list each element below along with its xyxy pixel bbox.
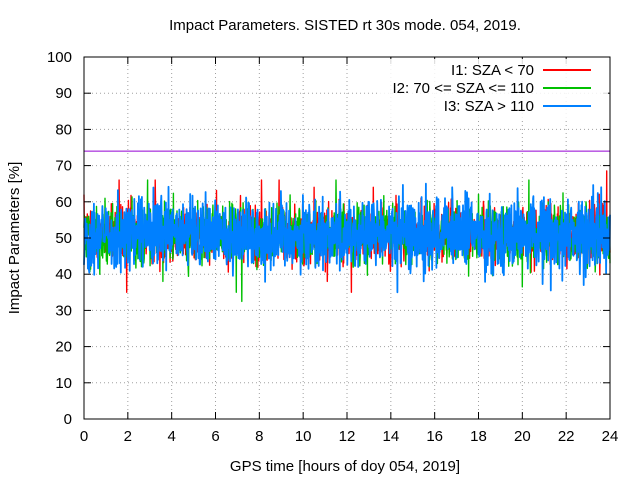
x-tick-label: 10 <box>295 428 312 445</box>
series-line-3 <box>83 182 611 294</box>
x-tick-label: 22 <box>558 428 575 445</box>
legend: I1: SZA < 70 I2: 70 <= SZA <= 110 I3: SZ… <box>378 59 608 121</box>
y-tick-label: 100 <box>47 49 72 66</box>
x-axis-label: GPS time [hours of doy 054, 2019] <box>230 458 460 475</box>
y-tick-label: 10 <box>55 375 72 392</box>
chart-title: Impact Parameters. SISTED rt 30s mode. 0… <box>169 17 521 34</box>
x-tick-label: 24 <box>602 428 619 445</box>
legend-label-i2: I2: 70 <= SZA <= 110 <box>393 80 535 97</box>
y-tick-label: 80 <box>55 121 72 138</box>
legend-label-i3: I3: SZA > 110 <box>444 98 534 115</box>
x-tick-label: 20 <box>514 428 531 445</box>
x-tick-label: 16 <box>426 428 443 445</box>
x-axis: 0 2 4 6 8 10 12 14 16 18 20 22 24 <box>80 57 619 445</box>
series-layer <box>83 170 611 303</box>
x-tick-label: 0 <box>80 428 88 445</box>
y-tick-label: 0 <box>64 411 72 428</box>
x-tick-label: 6 <box>211 428 219 445</box>
x-tick-label: 4 <box>167 428 175 445</box>
x-tick-label: 2 <box>124 428 132 445</box>
x-tick-label: 14 <box>382 428 399 445</box>
y-tick-label: 40 <box>55 266 72 283</box>
y-tick-label: 50 <box>55 230 72 247</box>
y-axis: 0 10 20 30 40 50 60 70 80 90 100 <box>47 49 610 428</box>
y-axis-label: Impact Parameters [%] <box>6 162 23 315</box>
y-tick-label: 30 <box>55 302 72 319</box>
y-tick-label: 60 <box>55 194 72 211</box>
y-tick-label: 90 <box>55 85 72 102</box>
y-tick-label: 70 <box>55 158 72 175</box>
legend-label-i1: I1: SZA < 70 <box>451 62 534 79</box>
x-tick-label: 18 <box>470 428 487 445</box>
y-tick-label: 20 <box>55 339 72 356</box>
x-tick-label: 8 <box>255 428 263 445</box>
x-tick-label: 12 <box>339 428 356 445</box>
